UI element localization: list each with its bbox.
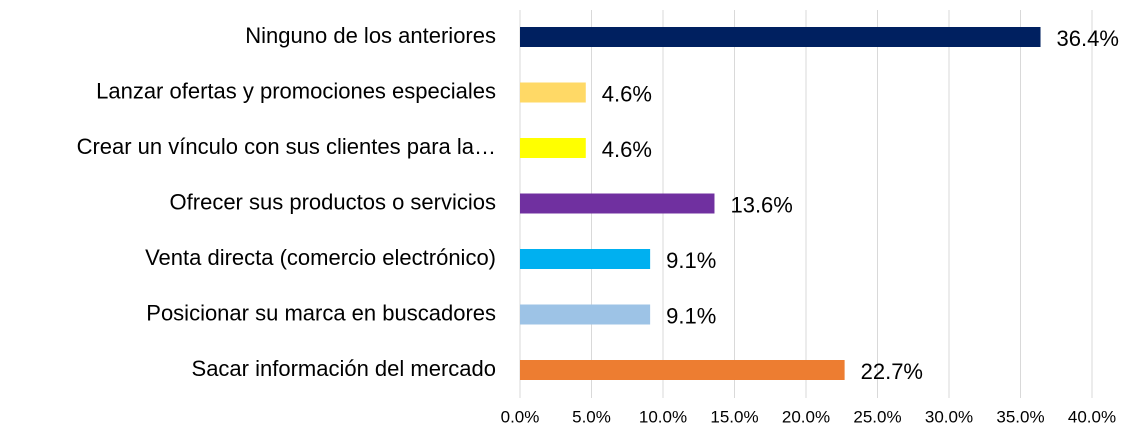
x-tick-label: 0.0% <box>501 407 540 426</box>
bar <box>520 304 651 325</box>
x-tick-label: 10.0% <box>639 407 687 426</box>
value-label: 9.1% <box>666 303 716 328</box>
bar <box>520 193 715 214</box>
y-tick-label: Posicionar su marca en buscadores <box>146 300 496 325</box>
value-label: 4.6% <box>602 137 652 162</box>
y-tick-label: Venta directa (comercio electrónico) <box>145 245 496 270</box>
value-label: 22.7% <box>861 359 923 384</box>
value-label: 36.4% <box>1057 26 1119 51</box>
bar <box>520 138 586 158</box>
value-label: 13.6% <box>730 192 792 217</box>
bar <box>520 27 1041 47</box>
x-tick-label: 30.0% <box>925 407 973 426</box>
x-tick-label: 15.0% <box>710 407 758 426</box>
y-tick-label: Sacar información del mercado <box>192 356 496 381</box>
x-tick-label: 40.0% <box>1068 407 1116 426</box>
x-tick-label: 25.0% <box>853 407 901 426</box>
x-tick-label: 35.0% <box>996 407 1044 426</box>
bar <box>520 249 651 269</box>
y-tick-label: Ninguno de los anteriores <box>245 23 496 48</box>
value-label: 9.1% <box>666 248 716 273</box>
bar <box>520 360 845 380</box>
bar <box>520 82 586 103</box>
x-tick-label: 20.0% <box>782 407 830 426</box>
y-tick-label: Lanzar ofertas y promociones especiales <box>96 78 496 103</box>
x-tick-label: 5.0% <box>572 407 611 426</box>
y-tick-label: Crear un vínculo con sus clientes para l… <box>77 134 496 159</box>
value-label: 4.6% <box>602 81 652 106</box>
y-tick-label: Ofrecer sus productos o servicios <box>170 189 496 214</box>
